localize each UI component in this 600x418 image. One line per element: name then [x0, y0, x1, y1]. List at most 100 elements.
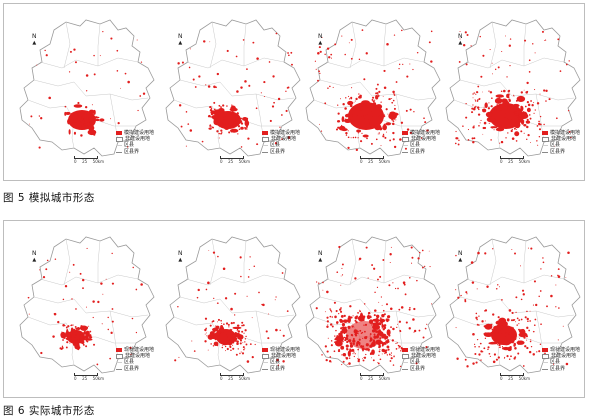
built-up-dot: [535, 303, 538, 307]
built-up-dot: [276, 358, 279, 362]
built-up-dot: [373, 333, 376, 336]
built-up-dot: [381, 304, 383, 306]
legend-label: 非建设用地: [411, 136, 437, 143]
north-arrow-glyph: ▲: [458, 257, 463, 263]
built-up-dot: [216, 302, 219, 305]
built-up-dot: [481, 320, 484, 323]
legend-swatch: [402, 136, 409, 142]
built-up-dot: [413, 331, 415, 333]
built-up-dot: [524, 105, 527, 108]
built-up-dot: [491, 126, 494, 129]
built-up-dot: [65, 346, 68, 349]
built-up-dot: [502, 96, 504, 98]
built-up-dot: [392, 99, 395, 102]
built-up-dot: [387, 348, 390, 351]
north-arrow-icon: N ▲: [32, 34, 37, 47]
map-legend: 模拟建设用地 非建设用地 区县 区县界: [116, 130, 154, 155]
built-up-dot: [204, 333, 206, 335]
built-up-dot: [538, 128, 542, 131]
built-up-patch: [356, 103, 364, 107]
legend-swatch: [542, 145, 548, 146]
built-up-dot: [406, 75, 409, 78]
legend-label: 非建设用地: [271, 136, 297, 143]
built-up-dot: [243, 348, 245, 351]
built-up-dot: [492, 248, 494, 250]
built-up-dot: [363, 324, 365, 326]
built-up-dot: [341, 274, 344, 276]
built-up-dot: [337, 349, 341, 353]
north-label: N: [318, 250, 323, 257]
district-boundary: [209, 21, 217, 69]
built-up-dot: [482, 91, 483, 93]
built-up-dot: [515, 296, 518, 299]
map-panel: [160, 16, 301, 161]
built-up-dot: [380, 321, 384, 324]
district-boundary: [63, 238, 71, 286]
built-up-dot: [339, 335, 342, 338]
built-up-dot: [555, 117, 558, 120]
built-up-dot: [394, 287, 397, 290]
built-up-dot: [525, 335, 528, 338]
built-up-dot: [402, 281, 406, 284]
legend-item: 区县: [542, 142, 580, 148]
built-up-dot: [379, 358, 382, 361]
built-up-dot: [555, 284, 557, 286]
built-up-dot: [78, 114, 80, 116]
built-up-dot: [345, 334, 349, 338]
built-up-dot: [217, 255, 219, 258]
built-up-dot: [343, 332, 346, 335]
built-up-dot: [197, 288, 200, 292]
built-up-dot: [498, 346, 500, 348]
built-up-patch: [510, 105, 517, 112]
legend-swatch: [402, 131, 408, 136]
built-up-dot: [408, 327, 411, 330]
built-up-dot: [86, 331, 88, 333]
built-up-dot: [482, 54, 485, 57]
built-up-dot: [344, 326, 347, 329]
built-up-dot: [382, 309, 385, 312]
built-up-dot: [391, 101, 394, 104]
built-up-dot: [80, 325, 83, 328]
built-up-dot: [351, 348, 355, 352]
built-up-dot: [62, 298, 65, 301]
built-up-dot: [228, 112, 230, 114]
built-up-patch: [72, 339, 76, 346]
built-up-dot: [84, 329, 87, 331]
built-up-dot: [216, 326, 218, 329]
scale-bar: 0 25 50km: [74, 156, 104, 164]
built-up-dot: [455, 289, 457, 291]
built-up-dot: [483, 121, 487, 125]
built-up-dot: [538, 350, 541, 353]
built-up-dot: [565, 362, 569, 366]
built-up-dot: [174, 359, 177, 362]
built-up-dot: [221, 109, 224, 112]
built-up-dot: [231, 122, 234, 125]
built-up-dot: [340, 275, 342, 277]
legend-swatch: [402, 145, 408, 146]
built-up-dot: [79, 333, 81, 335]
built-up-dot: [290, 51, 293, 54]
built-up-dot: [455, 130, 457, 133]
built-up-patch: [515, 110, 523, 114]
built-up-dot: [501, 50, 503, 53]
built-up-dot: [511, 326, 513, 329]
built-up-dot: [384, 136, 387, 139]
built-up-dot: [509, 346, 512, 349]
built-up-dot: [473, 106, 476, 109]
built-up-dot: [336, 335, 339, 338]
built-up-dot: [532, 304, 534, 306]
built-up-dot: [326, 325, 329, 329]
district-boundary: [33, 296, 149, 318]
built-up-dot: [497, 284, 499, 286]
built-up-dot: [38, 269, 40, 271]
built-up-dot: [429, 265, 431, 268]
built-up-dot: [242, 324, 245, 327]
scale-label: 25: [508, 159, 514, 164]
built-up-dot: [281, 138, 283, 141]
legend-label: 模拟建设用地: [410, 130, 441, 136]
scale-bar: 0 25 50km: [220, 156, 250, 164]
built-up-dot: [397, 344, 400, 347]
built-up-dot: [424, 327, 427, 330]
built-up-dot: [247, 137, 250, 140]
built-up-dot: [218, 132, 220, 135]
